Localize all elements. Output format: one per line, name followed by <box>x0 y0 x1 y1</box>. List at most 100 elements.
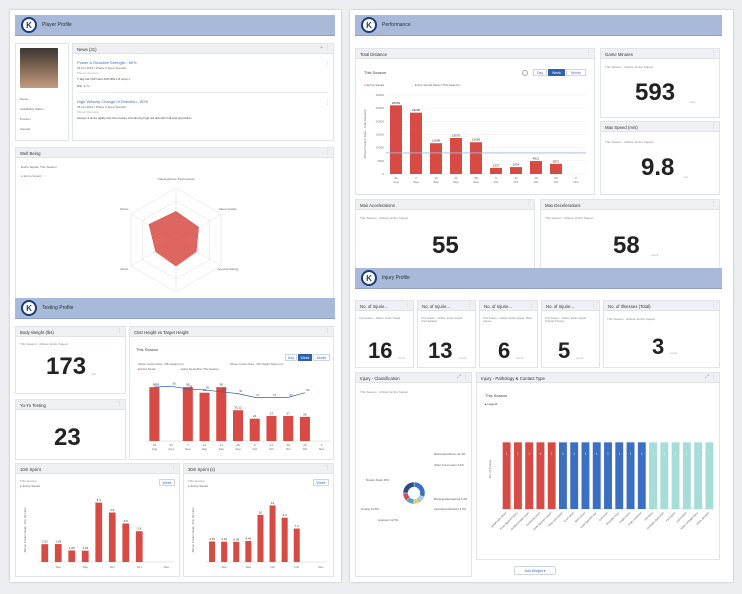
yoyo-menu-icon[interactable]: ⋮ <box>117 401 122 407</box>
data-label: 1.03 <box>82 546 88 550</box>
cmj-day-button[interactable]: Day <box>285 354 297 361</box>
news-item-meta: 25 Oct 2019 | Phase 3 Sport Specific <box>77 105 127 109</box>
max-dec-header: Max Decelerations <box>541 200 719 210</box>
field-squads: Squads <box>20 127 31 131</box>
max-speed-filter: This Season · Athlete: Entire Squad <box>605 140 653 144</box>
bar <box>626 442 635 509</box>
wellbeing-subtitle: Entire Squad: This Season <box>21 165 57 169</box>
sprint10-week-button[interactable]: Week <box>159 479 175 486</box>
field-position: Position <box>20 117 31 121</box>
game-minutes-filter: This Season · Athlete: Entire Squad <box>605 65 653 69</box>
donut-slice <box>402 481 415 494</box>
news-add-icon[interactable]: + <box>320 45 323 51</box>
target-label: 55 <box>206 385 210 389</box>
data-label: 13675 <box>452 133 461 137</box>
bodyweight-menu-icon[interactable]: ⋮ <box>117 328 122 334</box>
classification-menu-icon[interactable]: ⋮ <box>463 374 468 380</box>
x-tick-label: 21 <box>220 443 224 447</box>
max-speed-menu-icon[interactable]: ⋮ <box>711 123 716 129</box>
kpi-menu-icon[interactable]: ⋮ <box>529 302 534 308</box>
sprint30-week-button[interactable]: Week <box>313 479 329 486</box>
kpi-value: 5 <box>558 338 571 363</box>
x-tick-label: 12 <box>514 176 518 180</box>
cmj-title: CMJ Height vs Target Height <box>134 330 189 335</box>
club-logo-icon: K <box>361 17 377 33</box>
news-item-tag: Player Overview <box>77 110 99 114</box>
data-label: 1 <box>686 451 688 455</box>
news-item-menu-icon[interactable]: ⋮ <box>325 61 330 67</box>
max-dec-menu-icon[interactable]: ⋮ <box>711 201 716 207</box>
kpi-title: No. of Illnesses (Total) <box>608 304 651 309</box>
pathology-expand-icon[interactable]: ⤢ <box>704 374 709 380</box>
pathology-legend-toggle[interactable]: ▸ Legend <box>485 402 498 406</box>
kpi-value: 6 <box>498 338 511 363</box>
wellbeing-menu-icon[interactable]: ⋮ <box>325 149 330 155</box>
total-distance-season: This Season <box>364 70 387 75</box>
data-label: 1.63 <box>55 540 61 544</box>
cmj-month-button[interactable]: Month <box>313 354 330 361</box>
td-legend: — Entire Squad Mean (This Season) <box>411 83 461 87</box>
news-item-title[interactable]: Power & Reactive Strength - 80% <box>77 60 137 65</box>
x-tick-label: 21 <box>454 176 458 180</box>
data-label: 1 <box>675 451 677 455</box>
data-label: 1 <box>596 451 598 455</box>
yoyo-card: Yo-Yo Testing ⋮ 23 <box>15 399 126 460</box>
bar <box>232 410 244 441</box>
max-acc-value: 55 <box>432 232 459 259</box>
kpi-menu-icon[interactable]: ⋮ <box>467 302 472 308</box>
x-tick-label: Oct <box>286 447 291 451</box>
max-speed-header: Max Speed (m/s) <box>601 122 719 132</box>
kpi-filter: This Season · Athlete: Entire Squad · Ou… <box>545 317 588 323</box>
max-acc-menu-icon[interactable]: ⋮ <box>526 201 531 207</box>
kpi-menu-icon[interactable]: ⋮ <box>711 302 716 308</box>
pathology-menu-icon[interactable]: ⋮ <box>711 374 716 380</box>
x-tick-label: 2 <box>575 176 577 180</box>
x-tick-label: Sep <box>185 447 191 451</box>
bar <box>41 544 49 562</box>
section-title: Injury Profile <box>382 275 410 281</box>
news-item-text: 7.1kg bar CMJ with 20% BW 1.8 s/rep x <box>77 77 131 81</box>
add-widget-button[interactable]: Add Widget ▾ <box>514 566 556 575</box>
data-label: 12 <box>271 501 275 505</box>
y-tick-label: 30000 <box>376 93 385 97</box>
target-label: 47 <box>256 393 260 397</box>
settings-icon[interactable] <box>522 70 528 76</box>
kpi-menu-icon[interactable]: ⋮ <box>591 302 596 308</box>
cmj-menu-icon[interactable]: ⋮ <box>325 328 330 334</box>
target-line <box>154 385 306 398</box>
total-distance-menu-icon[interactable]: ⋮ <box>586 50 591 56</box>
x-tick-label: Sep <box>433 180 439 184</box>
injury-kpi-card: No. of Injurie... ⋮ This Season · Athlet… <box>355 300 414 368</box>
target-label: 59 <box>173 382 177 386</box>
kpi-menu-icon[interactable]: ⋮ <box>405 302 410 308</box>
bodyweight-filter: This Season · Athlete: Entire Squad <box>20 342 68 346</box>
sprint10-menu-icon[interactable]: ⋮ <box>171 465 176 471</box>
data-label: 58 <box>186 383 190 387</box>
pathology-season: This Season <box>485 393 508 398</box>
classification-expand-icon[interactable]: ⤢ <box>456 374 461 380</box>
field-availability: Availability Status <box>20 107 44 111</box>
x-tick-label: Sep <box>221 565 227 569</box>
donut-label: Musculotendinous 31.3% <box>434 452 466 456</box>
game-minutes-menu-icon[interactable]: ⋮ <box>711 50 716 56</box>
cmj-week-button[interactable]: Week <box>298 354 312 361</box>
game-minutes-card: Game Minutes ⋮ This Season · Athlete: En… <box>600 48 720 118</box>
sprint30-menu-icon[interactable]: ⋮ <box>325 465 330 471</box>
news-menu-icon[interactable]: ⋮ <box>325 45 330 51</box>
total-distance-card: Total Distance ⋮ This Season Day Week Mo… <box>355 48 595 195</box>
td-month-button[interactable]: Month <box>566 69 586 76</box>
data-label: 4.5 <box>110 508 115 512</box>
target-label: 52 <box>306 388 310 392</box>
game-minutes-unit: mins <box>689 100 696 104</box>
data-label: 1 <box>540 451 542 455</box>
sprint30-title: 30m Sprint (s) <box>188 467 215 472</box>
x-tick-label: Sep <box>473 180 479 184</box>
legend-label: Entire Squad <box>366 83 385 87</box>
td-week-button[interactable]: Week <box>548 69 565 76</box>
kpi-title: No. of Injurie... <box>422 304 450 309</box>
data-label: 33.12 <box>234 406 242 410</box>
news-item-title[interactable]: High Velocity Change of Direction - 80% <box>77 99 149 104</box>
td-day-button[interactable]: Day <box>533 69 547 76</box>
bodyweight-value: 173 <box>46 353 87 380</box>
news-item-menu-icon[interactable]: ⋮ <box>325 100 330 106</box>
